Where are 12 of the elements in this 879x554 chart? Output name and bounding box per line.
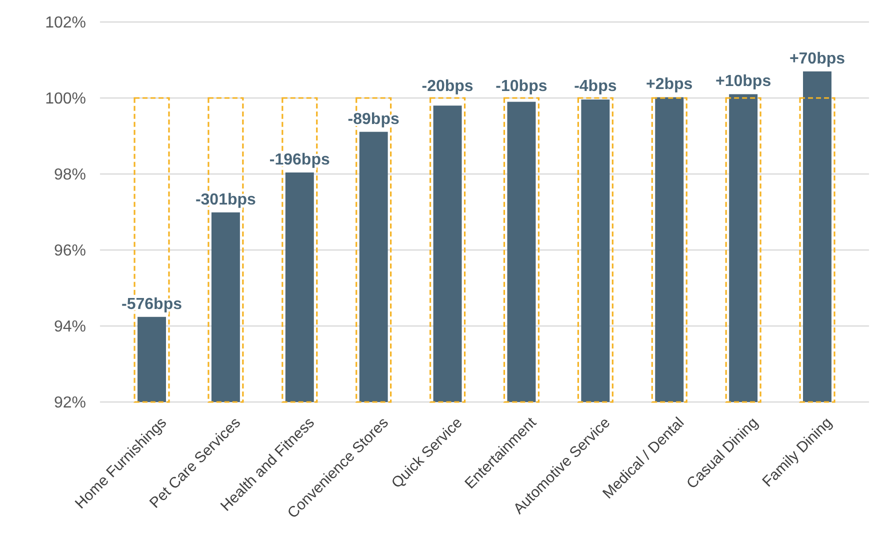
y-tick-label: 100% [45, 90, 86, 108]
y-tick-label: 102% [45, 14, 86, 32]
annotation: -4bps [574, 78, 617, 95]
annotation: +70bps [789, 50, 846, 68]
annotation: +10bps [716, 73, 772, 90]
y-tick-label: 98% [54, 166, 86, 184]
y-tick-label: 94% [54, 318, 86, 336]
annotation: -10bps [496, 78, 548, 95]
y-tick-label: 96% [54, 242, 86, 260]
annotation: -20bps [422, 78, 474, 95]
annotation: +2bps [646, 76, 693, 94]
y-tick-label: 92% [54, 394, 86, 412]
